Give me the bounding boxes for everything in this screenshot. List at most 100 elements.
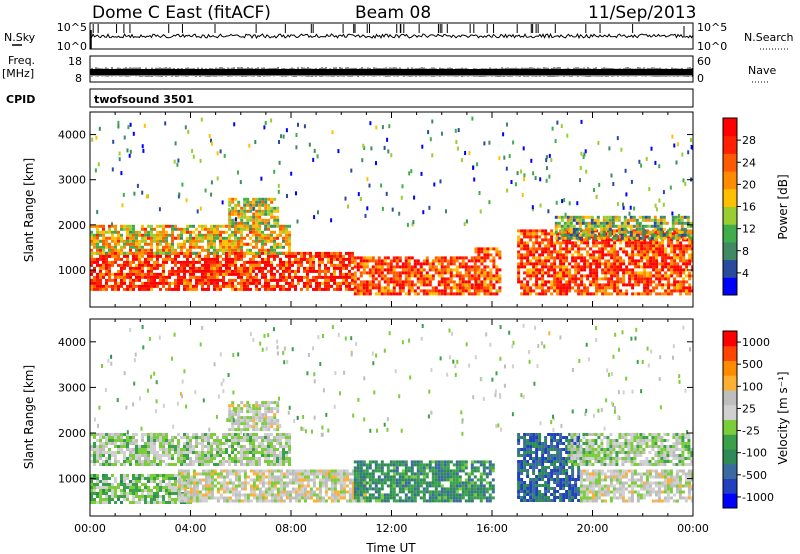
- heatmap-cell: [598, 247, 602, 251]
- heatmap-cell: [96, 230, 99, 234]
- heatmap-cell: [668, 233, 672, 237]
- heatmap-cell: [408, 171, 411, 176]
- heatmap-cell: [590, 224, 594, 228]
- heatmap-cell: [598, 253, 602, 257]
- heatmap-cell: [586, 250, 590, 254]
- heatmap-cell: [599, 233, 603, 237]
- heatmap-cell: [189, 442, 192, 445]
- heatmap-cell: [629, 236, 633, 240]
- heatmap-cell: [147, 287, 150, 291]
- heatmap-cell: [210, 263, 213, 267]
- heatmap-cell: [628, 244, 632, 248]
- heatmap-cell: [174, 445, 177, 448]
- heatmap-cell: [568, 262, 572, 266]
- heatmap-cell: [303, 281, 306, 285]
- heatmap-cell: [386, 137, 389, 142]
- heatmap-cell: [297, 257, 300, 261]
- heatmap-cell: [270, 233, 273, 237]
- heatmap-cell: [261, 230, 264, 234]
- heatmap-cell: [575, 215, 579, 219]
- heatmap-cell: [637, 250, 641, 254]
- heatmap-cell: [635, 236, 639, 240]
- heatmap-cell: [643, 265, 647, 269]
- heatmap-cell: [102, 236, 105, 240]
- heatmap-cell: [129, 275, 132, 279]
- heatmap-cell: [90, 445, 93, 448]
- heatmap-cell: [111, 486, 114, 489]
- heatmap-cell: [583, 241, 587, 245]
- heatmap-cell: [228, 439, 231, 442]
- heatmap-cell: [431, 277, 435, 281]
- heatmap-cell: [593, 236, 597, 240]
- heatmap-cell: [321, 254, 324, 258]
- heatmap-cell: [622, 238, 626, 242]
- heatmap-cell: [231, 284, 234, 288]
- heatmap-cell: [270, 209, 274, 213]
- heatmap-cell: [583, 265, 587, 269]
- heatmap-cell: [204, 188, 207, 193]
- heatmap-cell: [532, 262, 536, 266]
- heatmap-cell: [604, 247, 608, 251]
- heatmap-cell: [366, 206, 369, 211]
- heatmap-cell: [264, 197, 268, 201]
- heatmap-cell: [288, 457, 291, 460]
- heatmap-cell: [255, 263, 258, 267]
- heatmap-cell: [556, 289, 560, 293]
- heatmap-cell: [159, 254, 162, 258]
- heatmap-cell: [147, 248, 150, 252]
- heatmap-cell: [159, 248, 162, 252]
- heatmap-cell: [531, 207, 534, 212]
- heatmap-cell: [679, 253, 683, 257]
- heatmap-cell: [183, 266, 186, 270]
- heatmap-cell: [654, 203, 657, 208]
- heatmap-cell: [282, 436, 285, 439]
- heatmap-cell: [318, 284, 321, 288]
- heatmap-cell: [529, 250, 533, 254]
- heatmap-cell: [195, 233, 198, 237]
- heatmap-cell: [228, 263, 231, 267]
- heatmap-cell: [374, 286, 378, 290]
- heatmap-cell: [569, 227, 573, 231]
- heatmap-cell: [632, 224, 636, 228]
- heatmap-cell: [231, 212, 235, 216]
- heatmap-cell: [553, 289, 557, 293]
- heatmap-cell: [670, 289, 674, 293]
- heatmap-cell: [177, 266, 180, 270]
- heatmap-cell: [102, 474, 105, 477]
- heatmap-cell: [616, 280, 620, 284]
- heatmap-cell: [640, 271, 644, 275]
- heatmap-cell: [123, 439, 126, 442]
- heatmap-cell: [673, 247, 677, 251]
- heatmap-cell: [318, 266, 321, 270]
- heatmap-cell: [619, 241, 623, 245]
- heatmap-cell: [195, 242, 198, 246]
- heatmap-cell: [276, 269, 279, 273]
- heatmap-cell: [596, 221, 600, 225]
- heatmap-cell: [132, 257, 135, 261]
- heatmap-cell: [682, 238, 686, 242]
- heatmap-cell: [353, 277, 357, 281]
- heatmap-cell: [108, 251, 111, 255]
- heatmap-cell: [183, 469, 187, 473]
- heatmap-cell: [240, 245, 243, 249]
- heatmap-cell: [90, 492, 93, 495]
- heatmap-cell: [267, 436, 270, 439]
- heatmap-cell: [168, 233, 171, 237]
- heatmap-cell: [150, 477, 153, 480]
- heatmap-cell: [495, 289, 499, 293]
- heatmap-cell: [564, 212, 567, 217]
- heatmap-cell: [333, 251, 336, 255]
- heatmap-cell: [174, 492, 177, 495]
- heatmap-cell: [144, 463, 147, 466]
- heatmap-cell: [486, 283, 490, 287]
- heatmap-cell: [670, 265, 674, 269]
- heatmap-cell: [568, 289, 572, 293]
- heatmap-cell: [395, 262, 399, 266]
- heatmap-cell: [132, 242, 135, 246]
- heatmap-cell: [565, 256, 569, 260]
- heatmap-cell: [517, 235, 521, 239]
- heatmap-cell: [664, 277, 668, 281]
- heatmap-cell: [228, 233, 231, 237]
- heatmap-cell: [102, 248, 105, 252]
- heatmap-cell: [336, 251, 339, 255]
